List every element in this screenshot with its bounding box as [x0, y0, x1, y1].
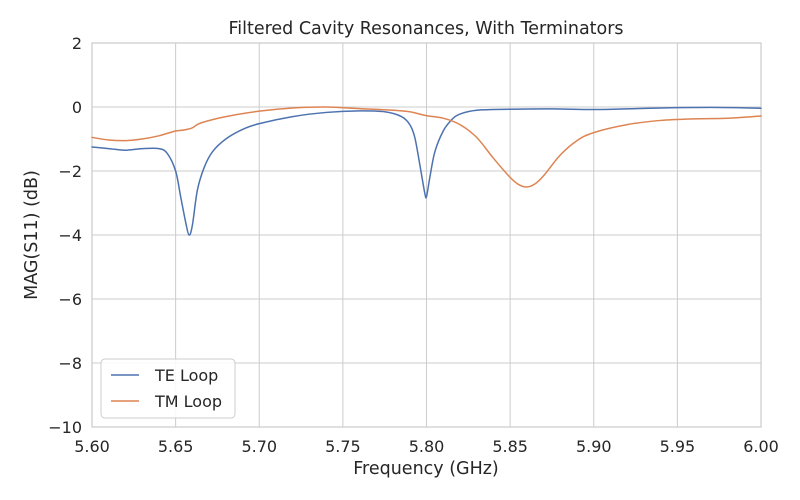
x-tick-label: 5.85	[492, 437, 528, 456]
y-tick-label: −10	[48, 418, 82, 437]
y-tick-label: −6	[58, 290, 82, 309]
x-tick-label: 5.60	[74, 437, 110, 456]
y-axis-title: MAG(S11) (dB)	[22, 170, 42, 300]
plot-frame	[91, 42, 762, 428]
y-tick-label: −2	[58, 162, 82, 181]
legend-box	[100, 358, 236, 419]
x-tick-label: 5.95	[660, 437, 696, 456]
y-tick-label: −4	[58, 226, 82, 245]
series-lines	[91, 106, 762, 236]
x-axis-title: Frequency (GHz)	[353, 459, 499, 479]
legend-label: TE Loop	[154, 366, 218, 385]
x-tick-label: 5.65	[158, 437, 194, 456]
y-tick-label: 0	[72, 98, 82, 117]
series-line-tm-loop	[91, 106, 762, 188]
y-tick-labels: 2 0 −2 −4 −6 −8 −10	[48, 34, 82, 437]
y-tick-label: −8	[58, 354, 82, 373]
chart-title: Filtered Cavity Resonances, With Termina…	[228, 19, 623, 39]
x-tick-label: 5.90	[576, 437, 612, 456]
x-tick-label: 6.00	[743, 437, 779, 456]
series-line-te-loop	[91, 106, 762, 236]
x-tick-labels: 5.60 5.65 5.70 5.75 5.80 5.85 5.90 5.95 6.00	[74, 437, 779, 456]
x-tick-label: 5.80	[409, 437, 445, 456]
y-tick-label: 2	[72, 34, 82, 53]
legend-label: TM Loop	[154, 392, 222, 411]
legend: TE Loop TM Loop	[100, 358, 236, 419]
x-tick-label: 5.70	[241, 437, 277, 456]
x-tick-label: 5.75	[325, 437, 361, 456]
